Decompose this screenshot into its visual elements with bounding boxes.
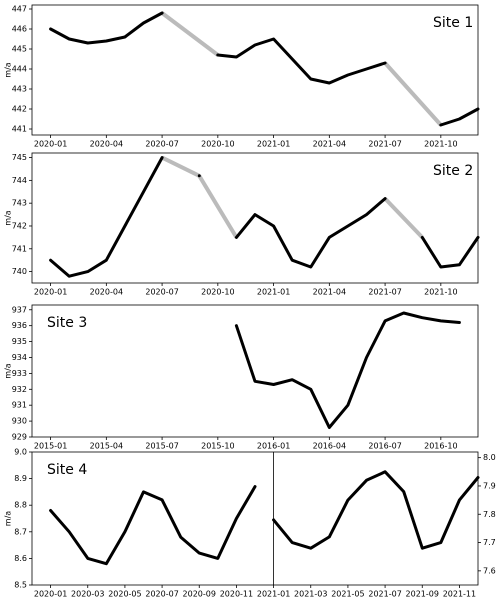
x-tick-label: 2020-09 — [183, 590, 216, 599]
y-tick-label: 933 — [12, 369, 27, 378]
y2-tick-label: 7.6 — [483, 566, 496, 575]
x-tick-label: 2016-10 — [424, 442, 457, 451]
y-tick-label: 445 — [12, 45, 27, 54]
y-tick-label: 934 — [12, 353, 27, 362]
gap-connector — [383, 61, 443, 127]
y-tick-label: 447 — [12, 5, 27, 14]
y2-tick-label: 7.9 — [483, 481, 496, 490]
y-tick-label: 743 — [12, 199, 27, 208]
x-tick-label: 2020-07 — [145, 288, 178, 297]
y-tick-label: 745 — [12, 153, 27, 162]
y2-tick-label: 7.8 — [483, 510, 496, 519]
x-tick-label: 2020-07 — [145, 590, 178, 599]
y2-tick-label: 8.0 — [483, 453, 496, 462]
series-line — [49, 11, 480, 127]
x-tick-label: 2020-10 — [201, 140, 234, 149]
x-tick-label: 2015-01 — [34, 442, 67, 451]
y2-tick-label: 7.7 — [483, 538, 496, 547]
x-tick-label: 2015-04 — [90, 442, 123, 451]
annotation: Site 1 — [433, 15, 473, 31]
x-tick-label: 2021-10 — [424, 288, 457, 297]
x-tick-label: 2021-04 — [313, 140, 346, 149]
y-tick-label: 936 — [12, 321, 27, 330]
x-tick-label: 2020-04 — [90, 140, 123, 149]
x-tick-label: 2021-07 — [368, 140, 401, 149]
y-tick-label: 932 — [12, 385, 27, 394]
gap-connector — [161, 155, 201, 178]
annotation: Site 3 — [47, 315, 87, 331]
y-tick-label: 931 — [12, 401, 27, 410]
y-axis-label: m/a — [4, 363, 13, 378]
y-tick-label: 8.5 — [14, 581, 27, 590]
x-tick-label: 2020-03 — [71, 590, 104, 599]
y-tick-label: 744 — [12, 176, 27, 185]
x-tick-label: 2020-05 — [108, 590, 141, 599]
x-tick-label: 2020-11 — [220, 590, 253, 599]
y-tick-label: 8.6 — [14, 554, 27, 563]
x-tick-label: 2021-10 — [424, 140, 457, 149]
x-tick-label: 2021-01 — [257, 590, 290, 599]
series-line — [49, 485, 257, 566]
x-tick-label: 2016-01 — [257, 442, 290, 451]
y-tick-label: 929 — [12, 433, 27, 442]
x-tick-label: 2021-09 — [406, 590, 439, 599]
x-tick-label: 2021-11 — [443, 590, 476, 599]
x-tick-label: 2021-05 — [331, 590, 364, 599]
x-tick-label: 2016-04 — [313, 442, 346, 451]
x-tick-label: 2020-01 — [34, 590, 67, 599]
gap-connector — [383, 197, 424, 239]
series-line — [234, 311, 461, 429]
y-tick-label: 935 — [12, 337, 27, 346]
x-tick-label: 2020-01 — [34, 288, 67, 297]
y-tick-label: 442 — [12, 105, 27, 114]
y-tick-label: 8.7 — [14, 527, 27, 536]
x-tick-label: 2016-07 — [368, 442, 401, 451]
plot-frame — [31, 451, 479, 586]
annotation: Site 2 — [433, 163, 473, 179]
y-axis-label: m/a — [4, 210, 13, 225]
y-tick-label: 441 — [12, 125, 27, 134]
y-tick-label: 742 — [12, 221, 27, 230]
y-tick-label: 8.8 — [14, 501, 27, 510]
plot-frame — [31, 152, 479, 284]
x-tick-label: 2021-07 — [368, 288, 401, 297]
annotation: Site 4 — [47, 462, 87, 478]
x-tick-label: 2021-03 — [294, 590, 327, 599]
x-tick-label: 2015-07 — [145, 442, 178, 451]
x-tick-label: 2021-04 — [313, 288, 346, 297]
y-tick-label: 740 — [12, 267, 27, 276]
plot-frame — [31, 4, 479, 136]
y-axis-label: m/a — [4, 62, 13, 77]
y-tick-label: 443 — [12, 85, 27, 94]
y-tick-label: 930 — [12, 417, 27, 426]
plot-frame — [31, 304, 479, 438]
x-tick-label: 2021-01 — [257, 140, 290, 149]
y-tick-label: 446 — [12, 25, 27, 34]
series-line — [49, 156, 480, 278]
x-tick-label: 2021-01 — [257, 288, 290, 297]
y-axis-label: m/a — [4, 511, 13, 526]
series-line — [272, 470, 480, 550]
x-tick-label: 2015-10 — [201, 442, 234, 451]
x-tick-label: 2020-01 — [34, 140, 67, 149]
x-tick-label: 2021-07 — [368, 590, 401, 599]
y-tick-label: 9.0 — [14, 448, 27, 457]
x-tick-label: 2020-07 — [145, 140, 178, 149]
y-tick-label: 444 — [12, 65, 27, 74]
x-tick-label: 2020-04 — [90, 288, 123, 297]
y-tick-label: 8.9 — [14, 474, 27, 483]
y-tick-label: 937 — [12, 305, 27, 314]
gap-connector — [197, 174, 239, 239]
x-tick-label: 2020-10 — [201, 288, 234, 297]
gap-connector — [160, 11, 220, 57]
y-tick-label: 741 — [12, 244, 27, 253]
